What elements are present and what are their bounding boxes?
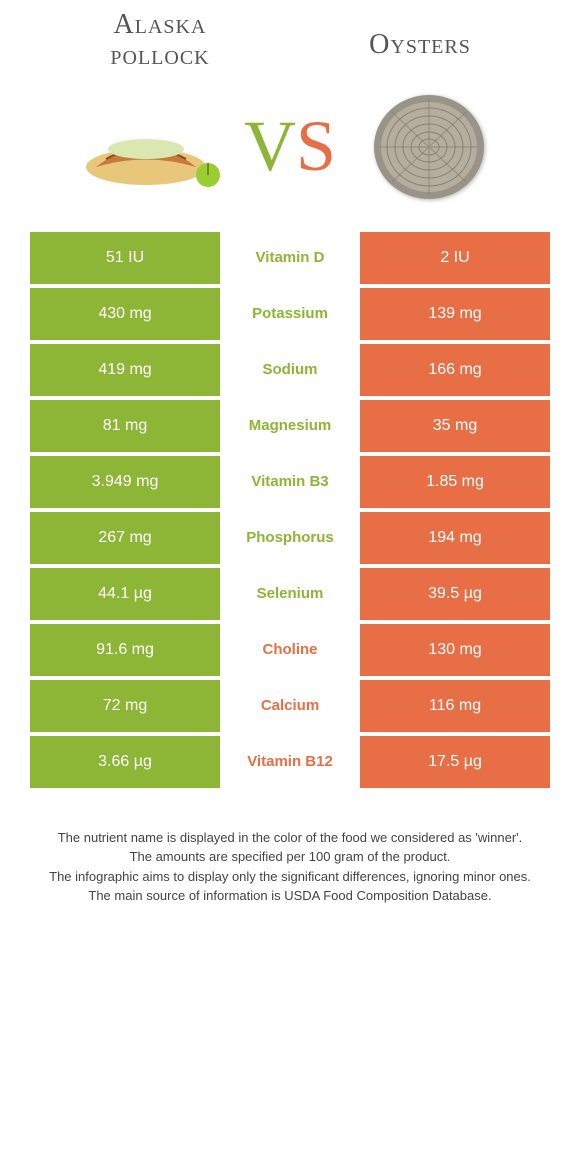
left-value: 3.949 mg <box>30 456 220 508</box>
vs-label: VS <box>244 105 336 188</box>
right-value: 2 IU <box>360 232 550 284</box>
left-value: 72 mg <box>30 680 220 732</box>
nutrient-name: Magnesium <box>220 400 360 452</box>
nutrient-name: Choline <box>220 624 360 676</box>
table-row: 91.6 mgCholine130 mg <box>30 624 550 676</box>
right-value: 39.5 µg <box>360 568 550 620</box>
table-row: 430 mgPotassium139 mg <box>30 288 550 340</box>
left-value: 51 IU <box>30 232 220 284</box>
footnote-3: The infographic aims to display only the… <box>30 867 550 887</box>
right-value: 166 mg <box>360 344 550 396</box>
table-row: 51 IUVitamin D2 IU <box>30 232 550 284</box>
nutrient-name: Vitamin B3 <box>220 456 360 508</box>
left-title-line2: pollock <box>110 40 209 71</box>
nutrient-name: Sodium <box>220 344 360 396</box>
right-food-title: Oysters <box>290 10 550 61</box>
nutrient-name: Phosphorus <box>220 512 360 564</box>
left-value: 91.6 mg <box>30 624 220 676</box>
table-row: 267 mgPhosphorus194 mg <box>30 512 550 564</box>
right-value: 1.85 mg <box>360 456 550 508</box>
table-row: 81 mgMagnesium35 mg <box>30 400 550 452</box>
footnote-1: The nutrient name is displayed in the co… <box>30 828 550 848</box>
footnote-4: The main source of information is USDA F… <box>30 886 550 906</box>
vs-row: VS <box>0 72 580 232</box>
table-row: 72 mgCalcium116 mg <box>30 680 550 732</box>
left-value: 81 mg <box>30 400 220 452</box>
nutrient-table: 51 IUVitamin D2 IU430 mgPotassium139 mg4… <box>30 232 550 788</box>
right-value: 35 mg <box>360 400 550 452</box>
table-row: 44.1 µgSelenium39.5 µg <box>30 568 550 620</box>
right-value: 116 mg <box>360 680 550 732</box>
vs-s: S <box>296 105 336 188</box>
left-food-title: Alaska pollock <box>30 10 290 72</box>
left-value: 44.1 µg <box>30 568 220 620</box>
right-value: 194 mg <box>360 512 550 564</box>
table-row: 3.949 mgVitamin B31.85 mg <box>30 456 550 508</box>
right-value: 139 mg <box>360 288 550 340</box>
nutrient-name: Vitamin D <box>220 232 360 284</box>
nutrient-name: Vitamin B12 <box>220 736 360 788</box>
table-row: 3.66 µgVitamin B1217.5 µg <box>30 736 550 788</box>
right-value: 17.5 µg <box>360 736 550 788</box>
left-value: 430 mg <box>30 288 220 340</box>
header: Alaska pollock Oysters <box>0 0 580 72</box>
table-row: 419 mgSodium166 mg <box>30 344 550 396</box>
left-value: 267 mg <box>30 512 220 564</box>
left-title-line1: Alaska <box>114 9 207 40</box>
nutrient-name: Selenium <box>220 568 360 620</box>
right-title: Oysters <box>369 29 471 60</box>
nutrient-name: Potassium <box>220 288 360 340</box>
left-food-image <box>76 92 226 202</box>
right-value: 130 mg <box>360 624 550 676</box>
left-value: 419 mg <box>30 344 220 396</box>
right-food-image <box>354 92 504 202</box>
nutrient-name: Calcium <box>220 680 360 732</box>
footnotes: The nutrient name is displayed in the co… <box>30 828 550 966</box>
footnote-2: The amounts are specified per 100 gram o… <box>30 847 550 867</box>
left-value: 3.66 µg <box>30 736 220 788</box>
vs-v: V <box>244 105 296 188</box>
